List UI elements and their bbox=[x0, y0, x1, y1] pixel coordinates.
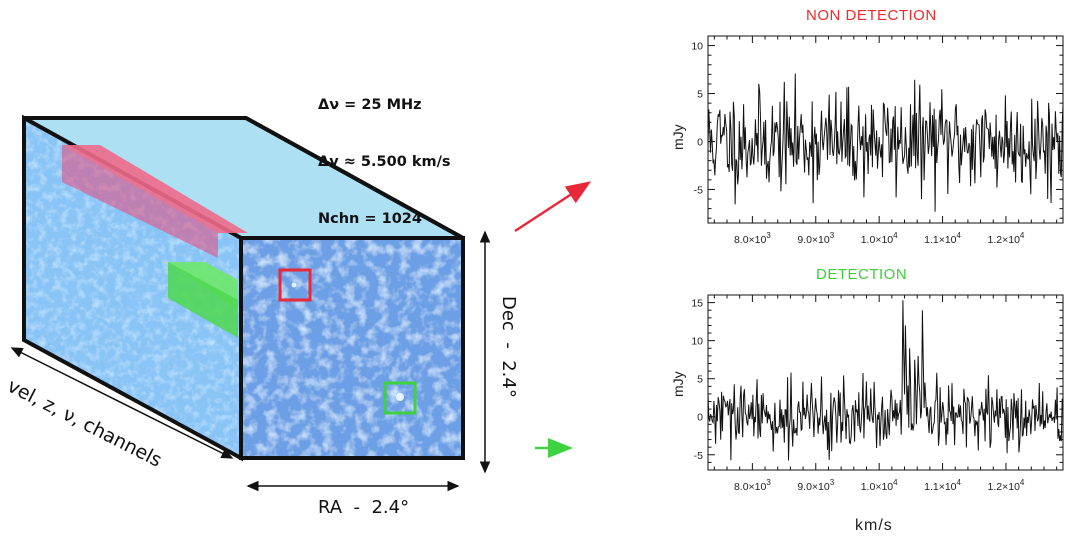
green-slab bbox=[168, 262, 238, 338]
y-tick-label: 0 bbox=[697, 412, 703, 424]
red-slab bbox=[62, 145, 248, 258]
red-pointer-arrow bbox=[514, 181, 592, 233]
y-tick-label: 0 bbox=[697, 136, 703, 148]
spectrum-line-bottom bbox=[707, 300, 1064, 461]
velocity-axis-arrow bbox=[10, 347, 234, 459]
x-tick-label: 9.0×103 bbox=[797, 231, 834, 246]
ra-axis-label: RA - 2.4° bbox=[318, 497, 409, 518]
x-tick-label: 1.0×104 bbox=[861, 478, 898, 493]
x-tick-label: 1.1×104 bbox=[924, 478, 961, 493]
detection-spectrum: -5 0 5 10 15 8.0×103 9.0×103 1.0×104 1.1×104 1.2×… bbox=[691, 294, 1064, 493]
green-selection-box bbox=[383, 381, 417, 415]
non-detection-spectrum: -5 0 5 10 8.0×103 9.0×103 1.0×104 1.1×104 1.2×10… bbox=[691, 35, 1064, 246]
param-line-1: Δν = 25 MHz bbox=[318, 97, 422, 113]
xlabel-bottom: km/s bbox=[855, 517, 893, 534]
y-tick-label: 5 bbox=[697, 374, 703, 386]
x-tick-label: 1.2×104 bbox=[988, 478, 1025, 493]
y-tick-label: 15 bbox=[691, 298, 703, 310]
cube-front-face bbox=[241, 238, 463, 458]
x-tick-label: 1.1×104 bbox=[924, 231, 961, 246]
spectrum-line-top bbox=[707, 73, 1064, 212]
detection-title: DETECTION bbox=[816, 266, 908, 283]
x-tick-label: 1.0×104 bbox=[861, 231, 898, 246]
ylabel-bottom: mJy bbox=[670, 371, 686, 397]
data-cube bbox=[22, 114, 465, 462]
y-tick-label: 10 bbox=[691, 41, 703, 53]
plot-frame-bottom bbox=[707, 294, 1064, 471]
x-tick-label: 9.0×103 bbox=[797, 478, 834, 493]
x-tick-label: 8.0×103 bbox=[734, 478, 771, 493]
ylabel-top: mJy bbox=[670, 124, 686, 150]
y-tick-label: 5 bbox=[697, 89, 703, 101]
red-selection-box bbox=[278, 268, 312, 302]
non-detection-title: NON DETECTION bbox=[806, 7, 937, 24]
x-tick-label: 8.0×103 bbox=[734, 231, 771, 246]
y-tick-label: 10 bbox=[691, 336, 703, 348]
x-tick-label: 1.2×104 bbox=[988, 231, 1025, 246]
dec-axis-label: Dec - 2.4° bbox=[498, 296, 519, 398]
y-tick-label: -5 bbox=[694, 450, 703, 462]
y-tick-label: -5 bbox=[694, 184, 703, 196]
plot-frame-top bbox=[707, 35, 1064, 224]
channel-parameters: Δν = 25 MHz Δv ≈ 5.500 km/s Nchn = 1024 bbox=[318, 58, 451, 248]
param-line-2: Δv ≈ 5.500 km/s bbox=[318, 154, 451, 170]
param-line-3: Nchn = 1024 bbox=[318, 211, 422, 227]
